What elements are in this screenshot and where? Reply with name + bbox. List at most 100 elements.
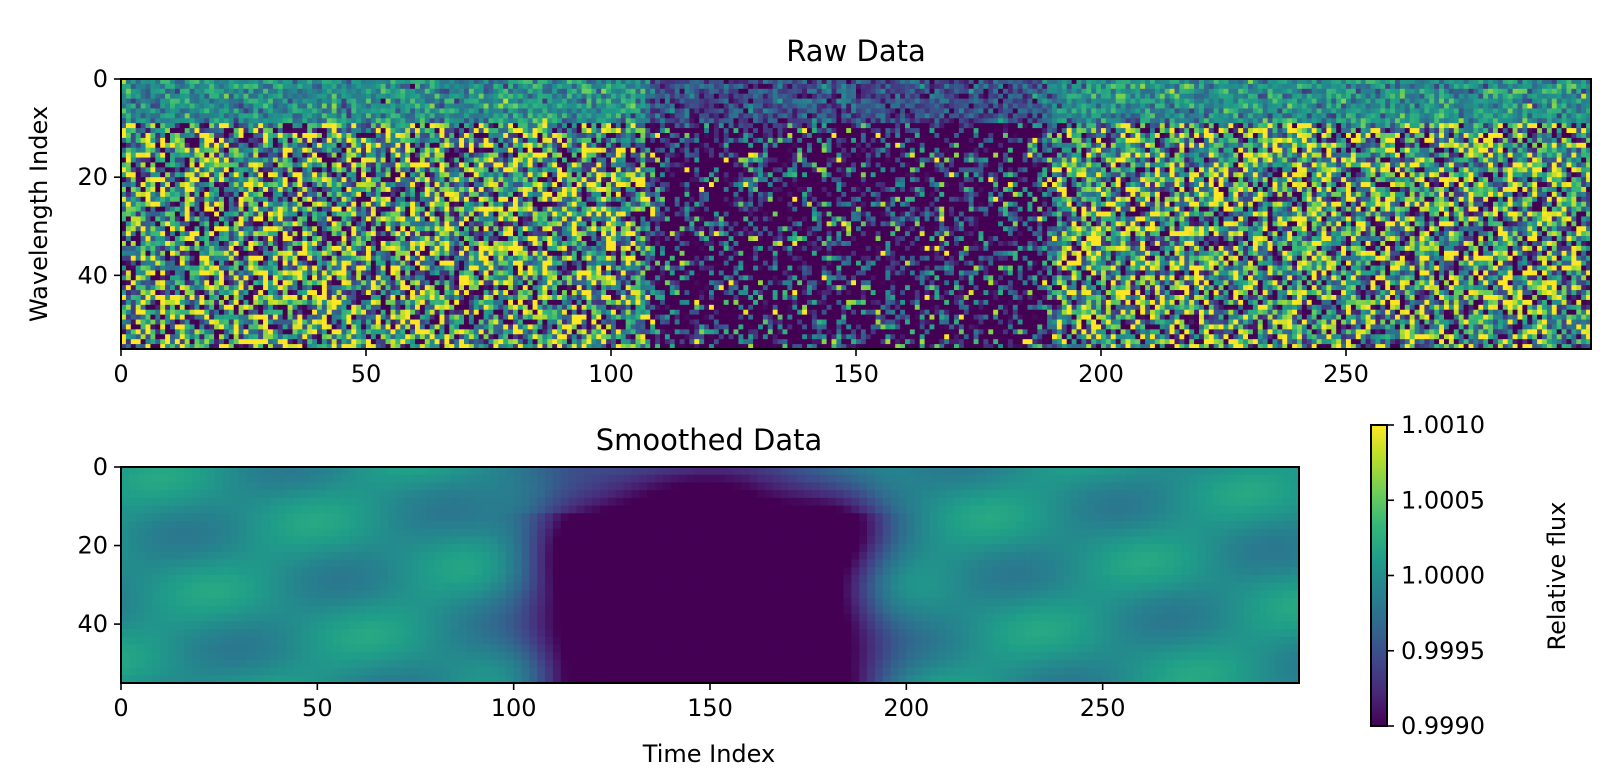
raw-heatmap-cell xyxy=(675,128,680,133)
raw-heatmap-cell xyxy=(498,89,503,94)
raw-heatmap-cell xyxy=(1361,143,1366,148)
raw-heatmap-cell xyxy=(381,104,386,109)
raw-heatmap-cell xyxy=(807,118,812,123)
raw-heatmap-cell xyxy=(435,113,440,118)
raw-heatmap-cell xyxy=(322,118,327,123)
raw-heatmap-cell xyxy=(616,84,621,89)
raw-heatmap-cell xyxy=(337,99,342,104)
raw-heatmap-cell xyxy=(1380,89,1385,94)
raw-heatmap-cell xyxy=(1273,138,1278,143)
raw-heatmap-cell xyxy=(244,128,249,133)
raw-heatmap-cell xyxy=(954,108,959,113)
raw-heatmap-cell xyxy=(704,99,709,104)
raw-heatmap-cell xyxy=(1552,153,1557,158)
raw-heatmap-cell xyxy=(131,138,136,143)
raw-heatmap-cell xyxy=(381,99,386,104)
raw-heatmap-cell xyxy=(1307,143,1312,148)
raw-heatmap-cell xyxy=(381,123,386,128)
raw-heatmap-cell xyxy=(1032,158,1037,163)
raw-heatmap-cell xyxy=(1513,84,1518,89)
raw-heatmap-cell xyxy=(631,148,636,153)
raw-heatmap-cell xyxy=(895,118,900,123)
raw-heatmap-cell xyxy=(244,99,249,104)
raw-heatmap-cell xyxy=(518,99,523,104)
raw-heatmap-cell xyxy=(979,123,984,128)
raw-heatmap-cell xyxy=(1209,133,1214,138)
raw-heatmap-cell xyxy=(1390,104,1395,109)
raw-heatmap-cell xyxy=(768,158,773,163)
raw-heatmap-cell xyxy=(1233,94,1238,99)
raw-heatmap-cell xyxy=(895,153,900,158)
raw-heatmap-cell xyxy=(1096,153,1101,158)
raw-heatmap-cell xyxy=(934,143,939,148)
raw-heatmap-cell xyxy=(949,99,954,104)
raw-heatmap-cell xyxy=(430,104,435,109)
raw-heatmap-cell xyxy=(199,113,204,118)
raw-heatmap-cell xyxy=(1023,143,1028,148)
raw-heatmap-cell xyxy=(993,89,998,94)
raw-heatmap-cell xyxy=(724,123,729,128)
raw-heatmap-cell xyxy=(146,99,151,104)
raw-heatmap-cell xyxy=(214,123,219,128)
raw-heatmap-cell xyxy=(846,153,851,158)
raw-heatmap-cell xyxy=(773,123,778,128)
raw-heatmap-cell xyxy=(1008,153,1013,158)
raw-heatmap-cell xyxy=(317,148,322,153)
raw-heatmap-cell xyxy=(562,118,567,123)
raw-heatmap-cell xyxy=(827,153,832,158)
raw-heatmap-cell xyxy=(552,133,557,138)
raw-heatmap-cell xyxy=(415,158,420,163)
raw-heatmap-cell xyxy=(1508,113,1513,118)
raw-heatmap-cell xyxy=(136,133,141,138)
raw-heatmap-cell xyxy=(1248,143,1253,148)
raw-heatmap-cell xyxy=(1072,118,1077,123)
raw-heatmap-cell xyxy=(954,113,959,118)
raw-heatmap-cell xyxy=(278,158,283,163)
raw-heatmap-cell xyxy=(1464,84,1469,89)
raw-heatmap-cell xyxy=(993,153,998,158)
raw-heatmap-cell xyxy=(1473,118,1478,123)
raw-heatmap-cell xyxy=(1302,94,1307,99)
raw-heatmap-cell xyxy=(503,138,508,143)
raw-heatmap-cell xyxy=(846,158,851,163)
raw-heatmap-cell xyxy=(199,158,204,163)
raw-heatmap-cell xyxy=(1380,123,1385,128)
raw-heatmap-cell xyxy=(1331,113,1336,118)
raw-heatmap-cell xyxy=(1116,113,1121,118)
raw-heatmap-cell xyxy=(327,104,332,109)
raw-heatmap-cell xyxy=(626,148,631,153)
raw-heatmap-cell xyxy=(219,133,224,138)
raw-heatmap-cell xyxy=(709,113,714,118)
raw-heatmap-cell xyxy=(288,133,293,138)
raw-heatmap-cell xyxy=(621,89,626,94)
raw-heatmap-cell xyxy=(170,138,175,143)
raw-heatmap-cell xyxy=(1356,133,1361,138)
raw-heatmap-cell xyxy=(283,123,288,128)
raw-heatmap-cell xyxy=(244,118,249,123)
raw-heatmap-cell xyxy=(557,118,562,123)
raw-heatmap-cell xyxy=(400,104,405,109)
raw-heatmap-cell xyxy=(1170,94,1175,99)
raw-heatmap-cell xyxy=(787,123,792,128)
raw-heatmap-cell xyxy=(1077,104,1082,109)
raw-heatmap-cell xyxy=(983,99,988,104)
raw-heatmap-cell xyxy=(851,108,856,113)
raw-heatmap-cell xyxy=(655,118,660,123)
raw-heatmap-cell xyxy=(680,89,685,94)
raw-heatmap-cell xyxy=(689,153,694,158)
raw-heatmap-cell xyxy=(440,153,445,158)
raw-heatmap-cell xyxy=(1086,99,1091,104)
raw-heatmap-cell xyxy=(1405,133,1410,138)
raw-heatmap-cell xyxy=(1179,94,1184,99)
raw-heatmap-cell xyxy=(822,133,827,138)
raw-heatmap-cell xyxy=(459,118,464,123)
raw-heatmap-cell xyxy=(1140,118,1145,123)
raw-heatmap-cell xyxy=(327,133,332,138)
raw-heatmap-cell xyxy=(827,138,832,143)
raw-heatmap-cell xyxy=(1557,153,1562,158)
raw-heatmap-cell xyxy=(1302,128,1307,133)
raw-heatmap-cell xyxy=(1483,123,1488,128)
raw-heatmap-cell xyxy=(1297,104,1302,109)
raw-heatmap-cell xyxy=(1150,89,1155,94)
raw-heatmap-cell xyxy=(1424,138,1429,143)
